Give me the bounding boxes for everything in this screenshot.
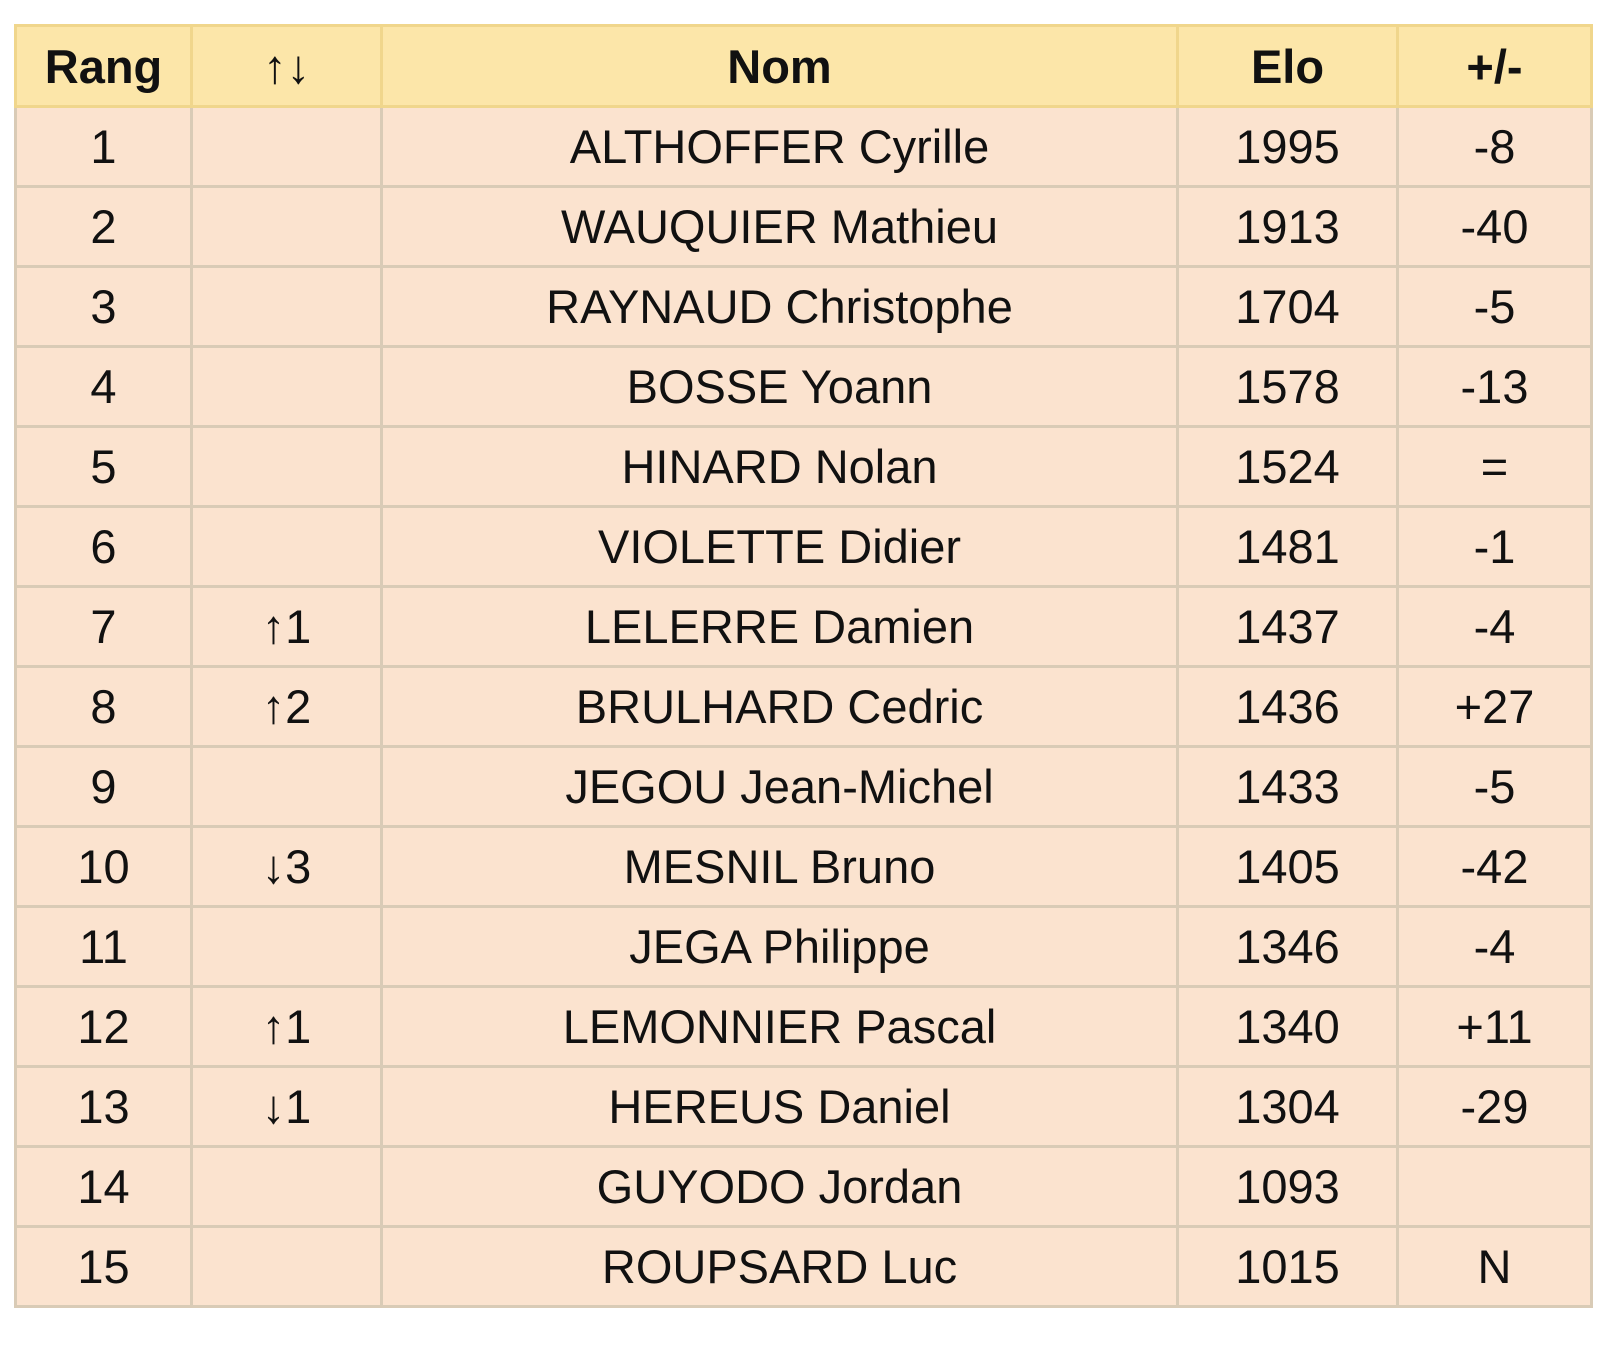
table-body: 1 ALTHOFFER Cyrille 1995 -8 2 WAUQUIER Mathie… (14, 105, 1593, 1308)
rank-cell: 7 (14, 585, 193, 668)
rank-cell: 11 (14, 905, 193, 988)
diff-cell (1396, 1145, 1593, 1228)
table-row: 15 ROUPSARD Luc 1015 N (14, 1225, 1593, 1308)
header-row: Rang ↑↓ Nom Elo +/- (14, 24, 1593, 108)
table-row: 5 HINARD Nolan 1524 = (14, 425, 1593, 508)
diff-cell: +27 (1396, 665, 1593, 748)
player-name-cell: JEGOU Jean-Michel (380, 745, 1179, 828)
player-name-cell: BOSSE Yoann (380, 345, 1179, 428)
diff-cell: -8 (1396, 105, 1593, 188)
movement-cell: ↑2 (190, 665, 383, 748)
elo-cell: 1433 (1176, 745, 1399, 828)
rank-cell: 9 (14, 745, 193, 828)
movement-cell (190, 745, 383, 828)
elo-cell: 1015 (1176, 1225, 1399, 1308)
table-row: 10 ↓3 MESNIL Bruno 1405 -42 (14, 825, 1593, 908)
movement-cell (190, 905, 383, 988)
ranking-table: Rang ↑↓ Nom Elo +/- 1 ALTHOFFER Cyrille 19… (14, 24, 1593, 1308)
rank-cell: 15 (14, 1225, 193, 1308)
movement-cell (190, 1225, 383, 1308)
player-name-cell: LEMONNIER Pascal (380, 985, 1179, 1068)
rank-cell: 13 (14, 1065, 193, 1148)
diff-cell: -13 (1396, 345, 1593, 428)
movement-cell (190, 265, 383, 348)
rank-cell: 14 (14, 1145, 193, 1228)
rank-cell: 3 (14, 265, 193, 348)
table-row: 8 ↑2 BRULHARD Cedric 1436 +27 (14, 665, 1593, 748)
rank-cell: 10 (14, 825, 193, 908)
movement-cell (190, 185, 383, 268)
table-row: 13 ↓1 HEREUS Daniel 1304 -29 (14, 1065, 1593, 1148)
elo-cell: 1093 (1176, 1145, 1399, 1228)
table-row: 2 WAUQUIER Mathieu 1913 -40 (14, 185, 1593, 268)
table-row: 6 VIOLETTE Didier 1481 -1 (14, 505, 1593, 588)
player-name-cell: LELERRE Damien (380, 585, 1179, 668)
diff-cell: -29 (1396, 1065, 1593, 1148)
diff-cell: N (1396, 1225, 1593, 1308)
header-rank: Rang (14, 24, 193, 108)
elo-cell: 1704 (1176, 265, 1399, 348)
player-name-cell: HEREUS Daniel (380, 1065, 1179, 1148)
diff-cell: -1 (1396, 505, 1593, 588)
player-name-cell: ROUPSARD Luc (380, 1225, 1179, 1308)
player-name-cell: VIOLETTE Didier (380, 505, 1179, 588)
movement-cell (190, 105, 383, 188)
elo-cell: 1304 (1176, 1065, 1399, 1148)
rank-cell: 5 (14, 425, 193, 508)
player-name-cell: RAYNAUD Christophe (380, 265, 1179, 348)
header-diff: +/- (1396, 24, 1593, 108)
elo-cell: 1346 (1176, 905, 1399, 988)
player-name-cell: WAUQUIER Mathieu (380, 185, 1179, 268)
table-row: 4 BOSSE Yoann 1578 -13 (14, 345, 1593, 428)
elo-cell: 1481 (1176, 505, 1399, 588)
table-row: 1 ALTHOFFER Cyrille 1995 -8 (14, 105, 1593, 188)
table-header: Rang ↑↓ Nom Elo +/- (14, 24, 1593, 108)
movement-cell: ↓1 (190, 1065, 383, 1148)
movement-cell (190, 1145, 383, 1228)
movement-cell: ↑1 (190, 585, 383, 668)
player-name-cell: MESNIL Bruno (380, 825, 1179, 908)
header-elo: Elo (1176, 24, 1399, 108)
table-row: 9 JEGOU Jean-Michel 1433 -5 (14, 745, 1593, 828)
elo-cell: 1437 (1176, 585, 1399, 668)
rank-cell: 1 (14, 105, 193, 188)
elo-cell: 1524 (1176, 425, 1399, 508)
player-name-cell: BRULHARD Cedric (380, 665, 1179, 748)
rank-cell: 4 (14, 345, 193, 428)
diff-cell: -42 (1396, 825, 1593, 908)
elo-cell: 1436 (1176, 665, 1399, 748)
player-name-cell: JEGA Philippe (380, 905, 1179, 988)
movement-cell: ↓3 (190, 825, 383, 908)
table-row: 11 JEGA Philippe 1346 -4 (14, 905, 1593, 988)
table-row: 3 RAYNAUD Christophe 1704 -5 (14, 265, 1593, 348)
player-name-cell: ALTHOFFER Cyrille (380, 105, 1179, 188)
elo-cell: 1913 (1176, 185, 1399, 268)
header-movement: ↑↓ (190, 24, 383, 108)
diff-cell: -4 (1396, 905, 1593, 988)
elo-cell: 1995 (1176, 105, 1399, 188)
player-name-cell: HINARD Nolan (380, 425, 1179, 508)
table-row: 12 ↑1 LEMONNIER Pascal 1340 +11 (14, 985, 1593, 1068)
rank-cell: 6 (14, 505, 193, 588)
diff-cell: -4 (1396, 585, 1593, 668)
diff-cell: -5 (1396, 265, 1593, 348)
header-name: Nom (380, 24, 1179, 108)
diff-cell: -40 (1396, 185, 1593, 268)
table-row: 14 GUYODO Jordan 1093 (14, 1145, 1593, 1228)
diff-cell: -5 (1396, 745, 1593, 828)
elo-cell: 1405 (1176, 825, 1399, 908)
movement-cell (190, 345, 383, 428)
movement-cell (190, 425, 383, 508)
rank-cell: 2 (14, 185, 193, 268)
table-row: 7 ↑1 LELERRE Damien 1437 -4 (14, 585, 1593, 668)
elo-cell: 1578 (1176, 345, 1399, 428)
rank-cell: 8 (14, 665, 193, 748)
diff-cell: = (1396, 425, 1593, 508)
diff-cell: +11 (1396, 985, 1593, 1068)
elo-cell: 1340 (1176, 985, 1399, 1068)
player-name-cell: GUYODO Jordan (380, 1145, 1179, 1228)
movement-cell (190, 505, 383, 588)
rank-cell: 12 (14, 985, 193, 1068)
movement-cell: ↑1 (190, 985, 383, 1068)
